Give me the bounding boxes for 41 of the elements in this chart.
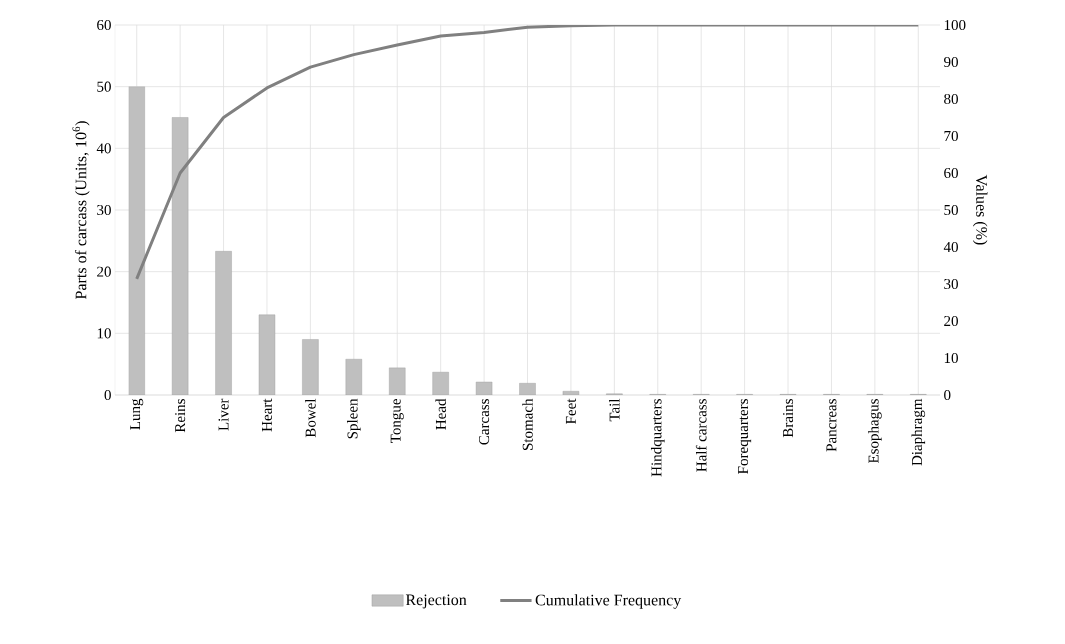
x-tick-label: Pancreas (826, 399, 837, 452)
x-tick-label: Diaphragm (911, 398, 926, 466)
y2-tick-label: 50 (944, 204, 958, 216)
y2-tick-label: 80 (944, 93, 958, 105)
y2-tick-label: 20 (944, 315, 958, 327)
x-tick-label: Carcass (479, 399, 490, 445)
x-tick-label: Esophagus (868, 399, 882, 464)
legend-label: Cumulative Frequency (535, 594, 682, 609)
y-tick-label: 40 (96, 143, 111, 154)
x-tick-label: Hindquarters (650, 399, 665, 477)
y-tick-label: 50 (97, 81, 111, 92)
y-axis-title: Parts of carcass (Units, 10$^{6}$) (72, 121, 90, 300)
x-tick-label: Spleen (347, 398, 361, 439)
y-tick-label: 60 (97, 19, 111, 31)
x-tick-label: Forequarters (738, 399, 752, 474)
y-tick-label: 20 (97, 266, 111, 277)
x-tick-label: Tongue (390, 399, 404, 444)
x-tick-label: Tail (609, 398, 620, 422)
y2-tick-label: 10 (944, 352, 958, 364)
x-tick-label: Head (435, 398, 446, 430)
y2-tick-label: 0 (944, 389, 951, 401)
y2-axis-title: Values (%) (972, 174, 988, 245)
x-tick-label: Reins (175, 399, 186, 433)
y2-tick-label: 60 (944, 167, 958, 179)
y-tick-label: 0 (104, 389, 111, 401)
x-tick-label: Lung (130, 398, 144, 430)
x-tick-label: Feet (565, 398, 576, 424)
y2-tick-label: 30 (944, 278, 958, 290)
x-tick-label: Half carcass (695, 399, 707, 472)
y2-tick-label: 70 (944, 130, 958, 142)
x-tick-label: Heart (262, 398, 272, 432)
y2-tick-label: 40 (943, 241, 958, 253)
y2-tick-label: 100 (944, 19, 966, 31)
legend-label: Rejection (405, 594, 467, 609)
y-tick-label: 30 (97, 204, 111, 216)
y-tick-label: 10 (97, 328, 111, 339)
x-tick-label: Bowel (305, 398, 316, 438)
x-tick-label: Stomach (522, 398, 533, 451)
x-tick-label: Liver (218, 398, 229, 431)
x-tick-label: Brains (782, 399, 794, 438)
y2-tick-label: 90 (944, 56, 958, 68)
